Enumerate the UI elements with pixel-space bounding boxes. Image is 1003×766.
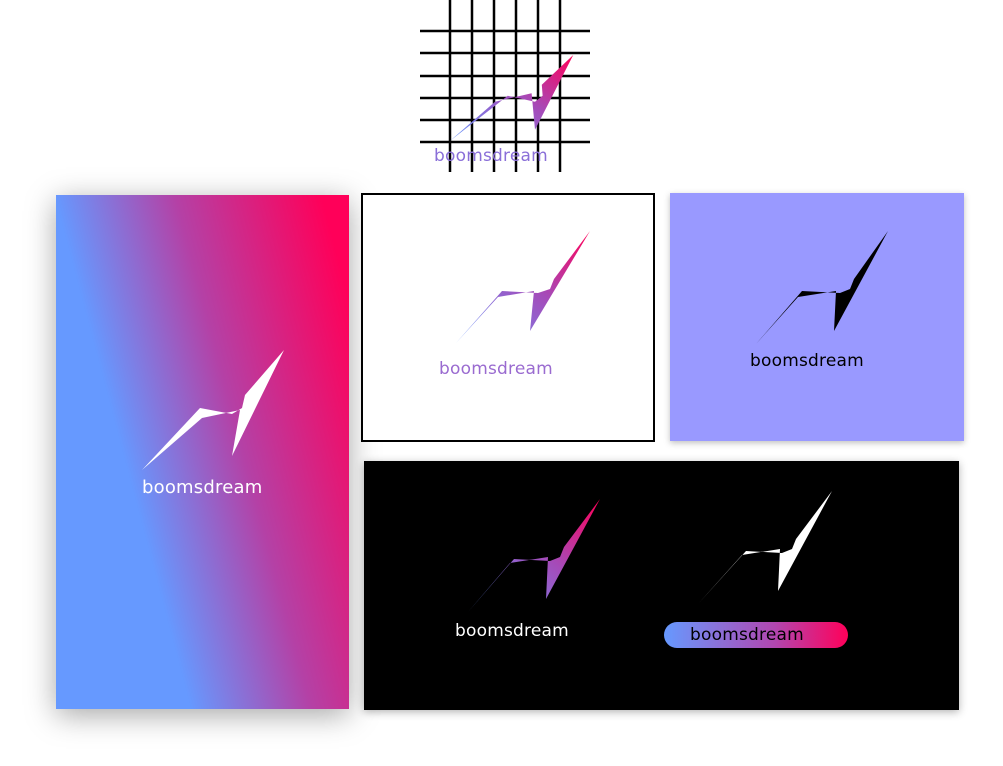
grid-construction-mockup: boomsdream	[418, 0, 593, 172]
logo-mark-icon-white	[698, 491, 832, 604]
banner-pill: boomsdream	[664, 622, 848, 648]
black-banner: boomsdream boomsdream	[364, 461, 959, 710]
banner-left-wordmark: boomsdream	[455, 621, 569, 641]
tall-card-wordmark: boomsdream	[142, 477, 263, 498]
pill-gradient	[664, 622, 848, 648]
logo-mark-icon	[468, 499, 600, 612]
tall-gradient-card: boomsdream	[56, 195, 349, 709]
white-card: boomsdream	[361, 193, 655, 442]
construction-grid	[420, 0, 590, 172]
grid-wordmark: boomsdream	[434, 146, 548, 166]
logo-mark-icon	[142, 350, 284, 470]
lavender-card: boomsdream	[670, 193, 964, 441]
logo-mark-icon	[756, 231, 888, 344]
gradient-background	[56, 195, 349, 709]
banner-right-wordmark: boomsdream	[690, 625, 804, 645]
logo-mark-icon	[456, 231, 590, 343]
white-card-wordmark: boomsdream	[439, 359, 553, 379]
logo-mark-icon	[450, 55, 574, 141]
lavender-card-wordmark: boomsdream	[750, 351, 864, 371]
